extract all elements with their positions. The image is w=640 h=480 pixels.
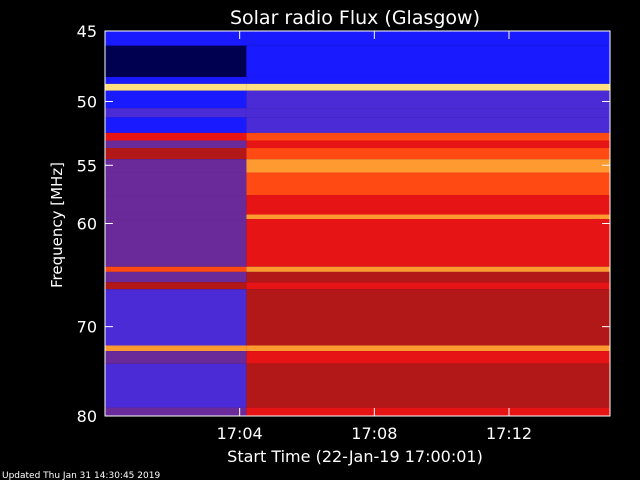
- band-after: [246, 195, 610, 215]
- band-before: [105, 363, 247, 408]
- y-tick-label: 80: [77, 407, 97, 426]
- band-before: [105, 31, 247, 46]
- band-after: [246, 345, 610, 352]
- band-before: [105, 83, 247, 91]
- band-before: [105, 172, 247, 196]
- band-after: [246, 140, 610, 149]
- band-after: [246, 351, 610, 364]
- band-before: [105, 351, 247, 364]
- band-after: [246, 363, 610, 408]
- band-after: [246, 266, 610, 272]
- band-after: [246, 108, 610, 118]
- band-after: [246, 45, 610, 77]
- band-before: [105, 108, 247, 118]
- band-before: [105, 271, 247, 283]
- x-tick-label: 17:04: [217, 424, 263, 443]
- y-axis-label: Frequency [MHz]: [48, 162, 66, 288]
- band-after: [246, 407, 610, 416]
- band-before: [105, 266, 247, 272]
- band-before: [105, 407, 247, 416]
- band-after: [246, 31, 610, 46]
- band-after: [246, 172, 610, 196]
- band-after: [246, 289, 610, 346]
- band-before: [105, 76, 247, 84]
- band-after: [246, 132, 610, 141]
- x-tick-label: 17:08: [351, 424, 397, 443]
- x-axis-label: Start Time (22-Jan-19 17:00:01): [227, 447, 483, 466]
- y-tick-label: 50: [77, 93, 97, 112]
- band-before: [105, 219, 247, 267]
- band-after: [246, 219, 610, 267]
- y-tick-label: 60: [77, 215, 97, 234]
- band-before: [105, 45, 247, 77]
- chart-title: Solar radio Flux (Glasgow): [230, 7, 480, 29]
- y-tick-label: 70: [77, 318, 97, 337]
- band-before: [105, 117, 247, 133]
- band-after: [246, 90, 610, 109]
- axes: 17:04 17:08 17:12 45 50 55 60 70 80: [77, 22, 611, 443]
- band-before: [105, 90, 247, 109]
- band-after: [246, 159, 610, 173]
- band-before: [105, 289, 247, 346]
- x-tick-label: 17:12: [486, 424, 532, 443]
- band-before: [105, 282, 247, 290]
- band-before: [105, 214, 247, 220]
- band-after: [246, 148, 610, 160]
- band-before: [105, 159, 247, 173]
- band-before: [105, 140, 247, 149]
- band-after: [246, 76, 610, 84]
- band-after: [246, 83, 610, 91]
- band-after: [246, 271, 610, 283]
- band-after: [246, 282, 610, 290]
- band-before: [105, 148, 247, 160]
- updated-timestamp: Updated Thu Jan 31 14:30:45 2019: [2, 471, 160, 480]
- y-tick-label: 55: [77, 156, 97, 175]
- band-after: [246, 214, 610, 220]
- y-tick-label: 45: [77, 22, 97, 41]
- band-before: [105, 345, 247, 352]
- band-after: [246, 117, 610, 133]
- band-before: [105, 132, 247, 141]
- band-before: [105, 195, 247, 215]
- plot-area: [105, 31, 610, 416]
